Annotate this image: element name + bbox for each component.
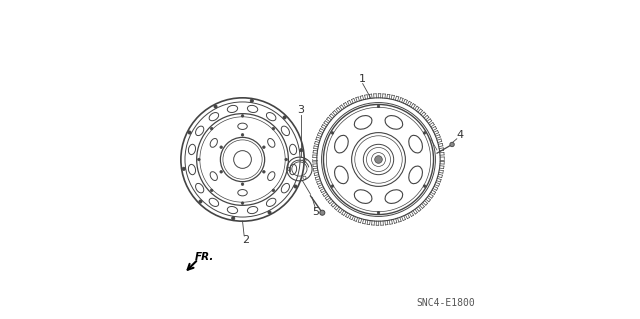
Circle shape	[332, 185, 333, 187]
Circle shape	[374, 156, 382, 163]
Circle shape	[198, 158, 200, 161]
Circle shape	[241, 202, 244, 204]
Text: FR.: FR.	[195, 252, 214, 262]
Circle shape	[268, 211, 271, 214]
Circle shape	[294, 185, 297, 188]
Circle shape	[241, 115, 244, 117]
Circle shape	[283, 116, 286, 119]
Circle shape	[300, 149, 303, 152]
Circle shape	[272, 127, 275, 130]
Circle shape	[423, 132, 426, 134]
Circle shape	[214, 105, 217, 108]
Circle shape	[272, 189, 275, 192]
Circle shape	[199, 200, 202, 203]
Circle shape	[450, 142, 454, 147]
Circle shape	[285, 158, 287, 161]
Text: 3: 3	[298, 106, 305, 115]
Circle shape	[182, 167, 186, 170]
Circle shape	[423, 185, 426, 187]
Text: 5: 5	[312, 207, 319, 217]
Text: 4: 4	[456, 130, 463, 140]
Circle shape	[220, 146, 223, 148]
Circle shape	[211, 127, 213, 130]
Circle shape	[241, 183, 244, 185]
Circle shape	[262, 171, 265, 173]
Circle shape	[377, 105, 380, 108]
Circle shape	[232, 217, 235, 220]
Circle shape	[211, 189, 213, 192]
Circle shape	[241, 134, 244, 136]
Circle shape	[188, 131, 191, 134]
Circle shape	[250, 99, 253, 102]
Text: 1: 1	[359, 74, 366, 84]
Text: 2: 2	[242, 235, 249, 245]
Circle shape	[262, 146, 265, 148]
Text: SNC4-E1800: SNC4-E1800	[416, 298, 475, 308]
Circle shape	[220, 171, 223, 173]
Circle shape	[332, 132, 333, 134]
Circle shape	[377, 211, 380, 214]
Circle shape	[320, 210, 325, 215]
